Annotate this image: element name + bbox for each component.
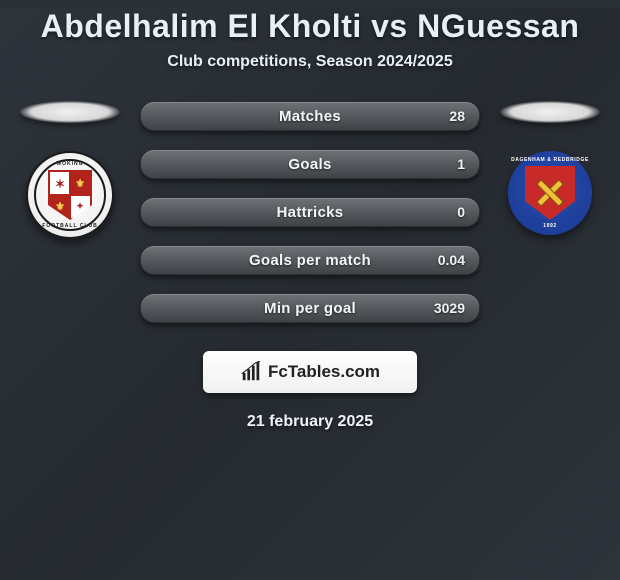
player-right-column: DAGENHAM & REDBRIDGE 1992 bbox=[490, 101, 610, 235]
footer-date: 21 february 2025 bbox=[0, 413, 620, 431]
crest-right-ring-bottom: 1992 bbox=[508, 223, 592, 229]
stat-row-goals: Goals 1 bbox=[140, 149, 480, 179]
stat-row-goals-per-match: Goals per match 0.04 bbox=[140, 245, 480, 275]
stat-row-hattricks: Hattricks 0 bbox=[140, 197, 480, 227]
player-left-column: WOKING FOOTBALL CLUB ✶ ⚜ ⚜ ✦ bbox=[10, 101, 130, 239]
crest-left-ring-bottom: FOOTBALL CLUB bbox=[28, 223, 112, 229]
stats-column: Matches 28 Goals 1 Hattricks 0 Goals per… bbox=[140, 101, 480, 323]
club-crest-left: WOKING FOOTBALL CLUB ✶ ⚜ ⚜ ✦ bbox=[26, 151, 114, 239]
stat-label: Goals bbox=[288, 156, 331, 173]
brand-badge[interactable]: FcTables.com bbox=[203, 351, 417, 393]
stat-row-matches: Matches 28 bbox=[140, 101, 480, 131]
page-title: Abdelhalim El Kholti vs NGuessan bbox=[0, 8, 620, 45]
stat-right-value: 28 bbox=[449, 108, 465, 124]
stat-label: Hattricks bbox=[277, 204, 344, 221]
stat-right-value: 0.04 bbox=[438, 252, 465, 268]
player-right-silhouette bbox=[500, 101, 600, 123]
stat-label: Goals per match bbox=[249, 252, 371, 269]
crest-left-ring-top: WOKING bbox=[28, 161, 112, 167]
stat-right-value: 1 bbox=[457, 156, 465, 172]
stat-row-min-per-goal: Min per goal 3029 bbox=[140, 293, 480, 323]
crest-right-ring-top: DAGENHAM & REDBRIDGE bbox=[508, 157, 592, 163]
stat-right-value: 3029 bbox=[434, 300, 465, 316]
club-crest-right: DAGENHAM & REDBRIDGE 1992 bbox=[508, 151, 592, 235]
bar-chart-icon bbox=[240, 361, 262, 383]
brand-text: FcTables.com bbox=[268, 362, 380, 382]
stat-right-value: 0 bbox=[457, 204, 465, 220]
player-left-silhouette bbox=[20, 101, 120, 123]
stat-label: Min per goal bbox=[264, 300, 356, 317]
comparison-row: WOKING FOOTBALL CLUB ✶ ⚜ ⚜ ✦ Matches 28 … bbox=[0, 101, 620, 323]
page-subtitle: Club competitions, Season 2024/2025 bbox=[0, 53, 620, 71]
stat-label: Matches bbox=[279, 108, 341, 125]
